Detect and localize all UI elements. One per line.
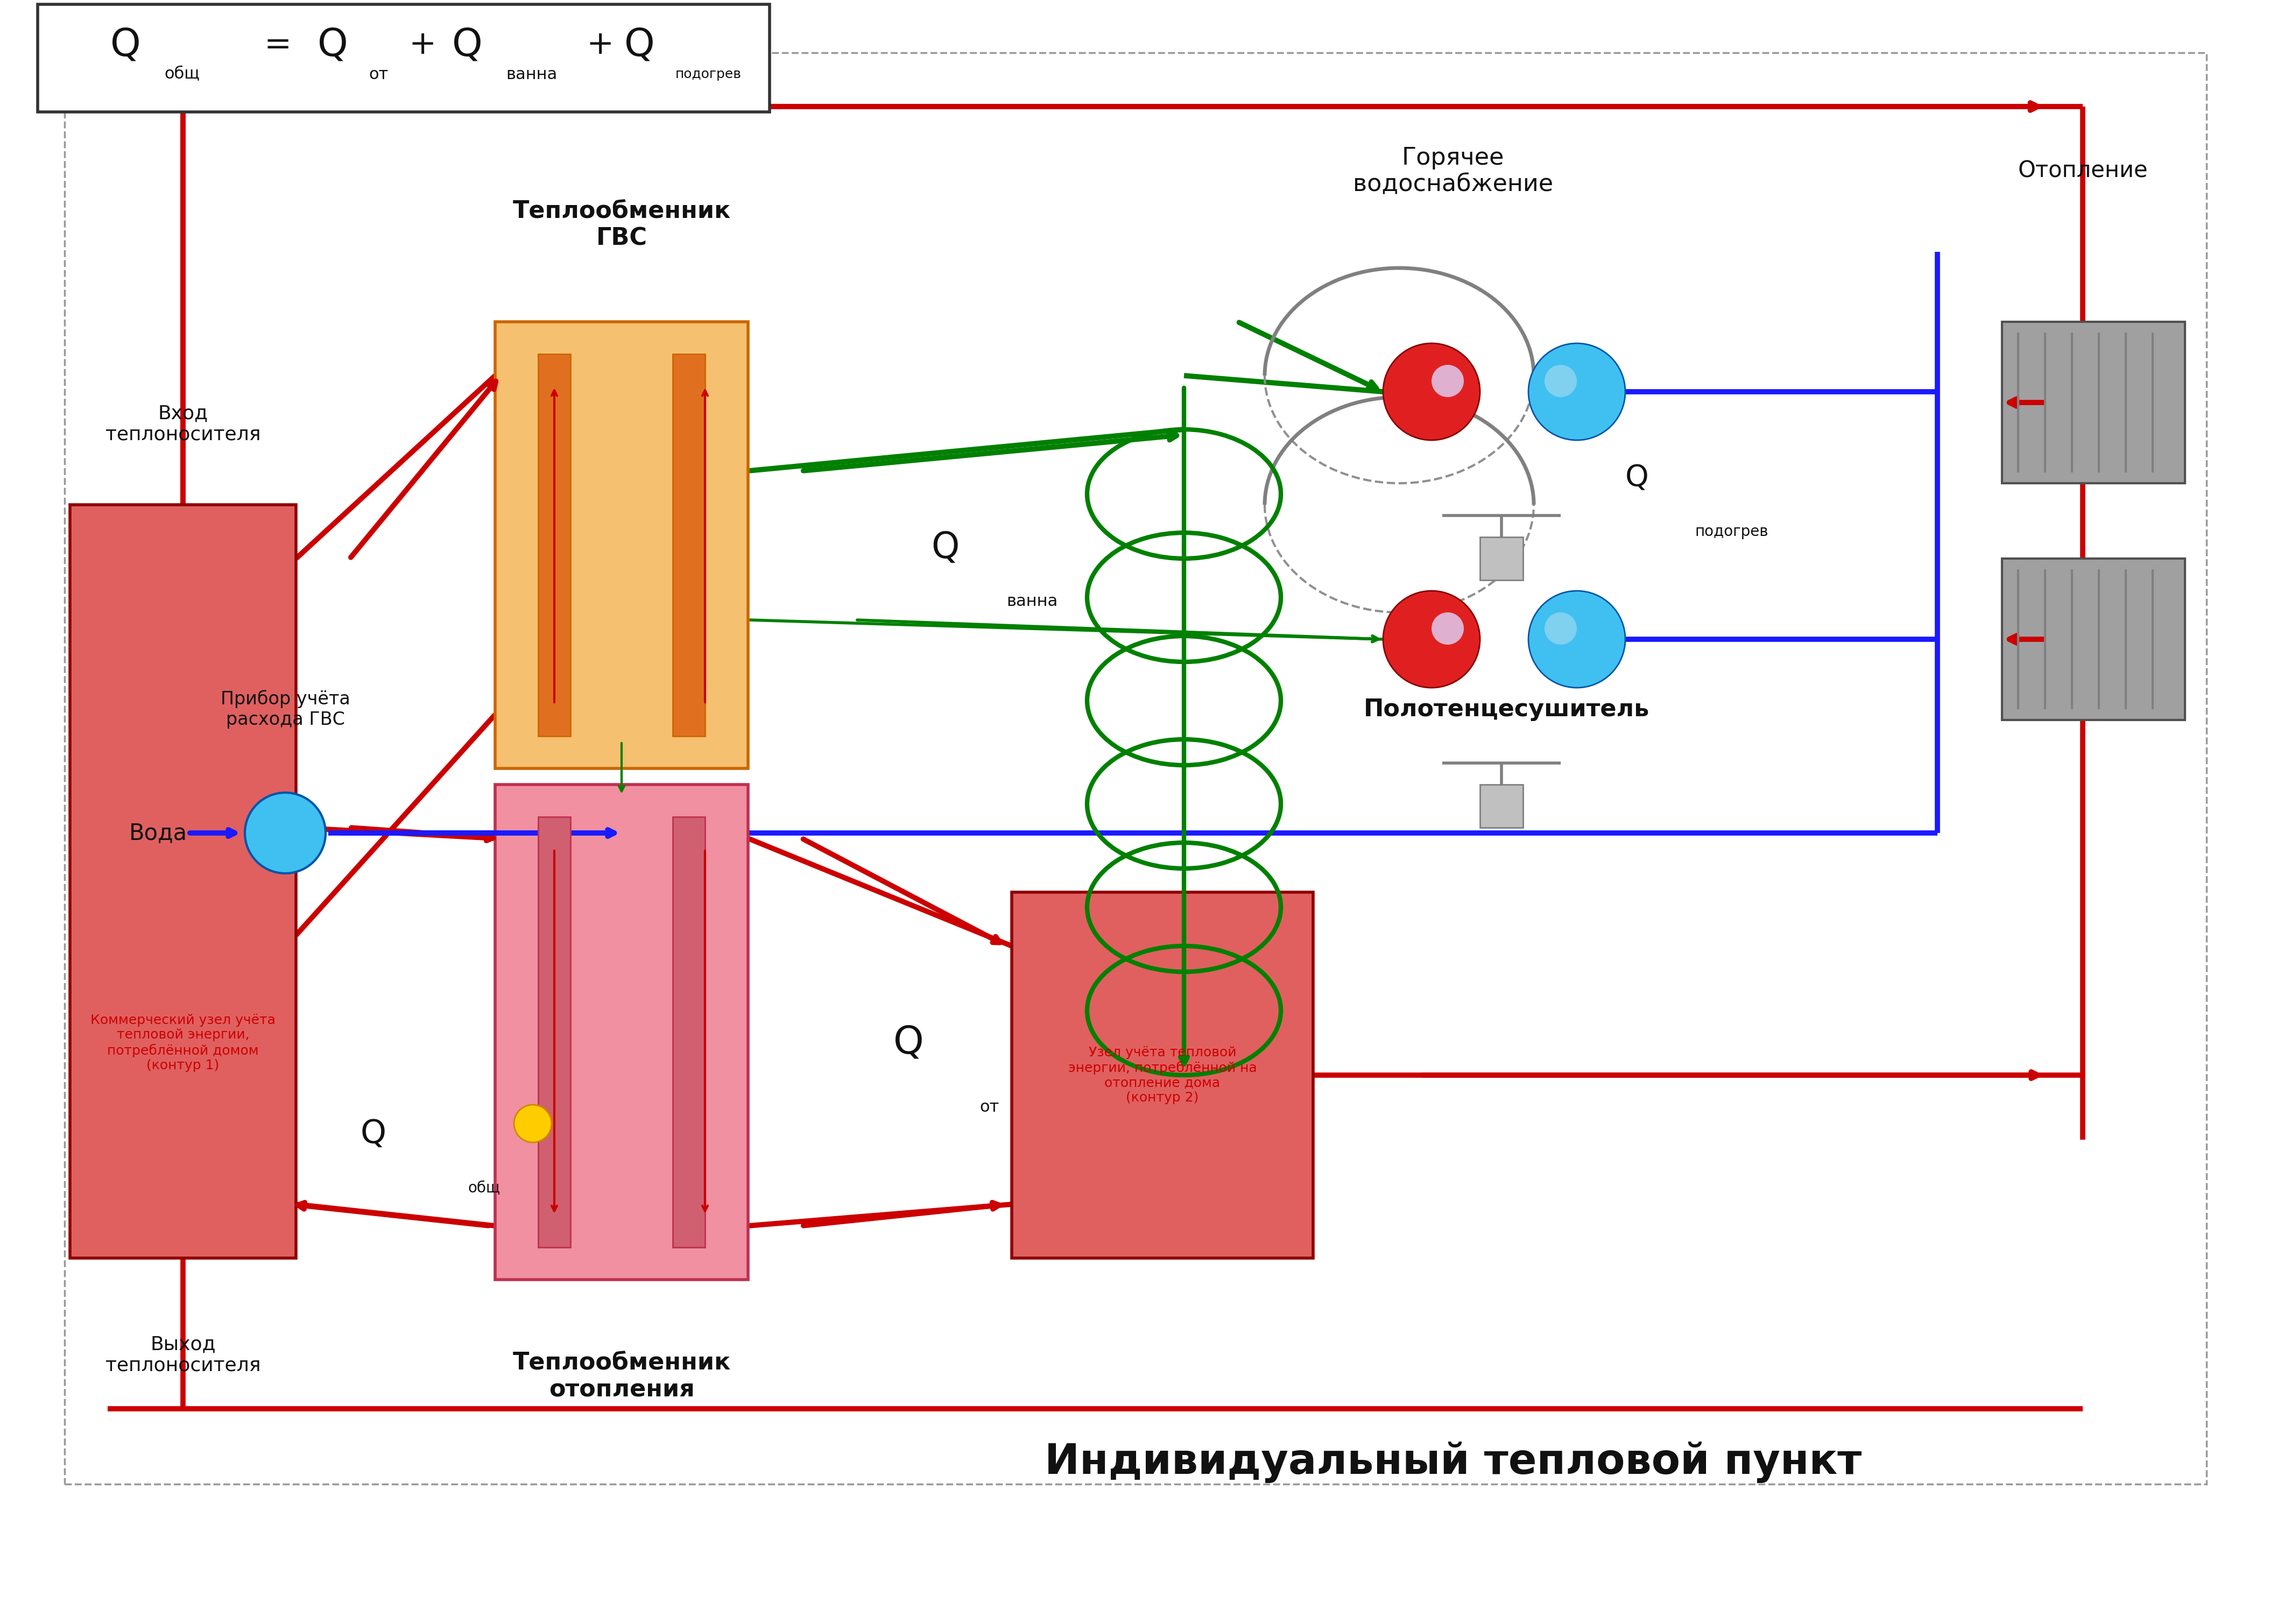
Circle shape [245,793,325,874]
Text: Q: Q [894,1025,924,1062]
Text: Q: Q [361,1119,386,1150]
Text: =: = [263,29,291,62]
Bar [672,354,706,736]
Text: Отопление: Отопление [2018,159,2147,182]
Bar [538,354,570,736]
Bar [1012,892,1312,1259]
Circle shape [1544,365,1578,398]
Text: от: от [978,1099,999,1116]
Bar [1480,538,1523,580]
Circle shape [1382,591,1480,687]
Circle shape [1528,591,1625,687]
Text: Теплообменник
отопления: Теплообменник отопления [513,1351,731,1402]
Text: от: от [368,67,388,83]
Text: Q: Q [111,26,141,63]
Text: общ: общ [468,1181,502,1195]
Text: Q: Q [452,26,484,63]
Text: Выход
теплоносителя: Выход теплоносителя [104,1335,261,1374]
Circle shape [513,1104,552,1142]
Bar [1480,784,1523,828]
Text: Горячее
водоснабжение: Горячее водоснабжение [1353,146,1553,197]
Text: Полотенцесушитель: Полотенцесушитель [1364,698,1650,721]
Text: Q: Q [1625,463,1648,492]
Bar [538,817,570,1247]
Bar [2002,322,2186,484]
Text: Прибор учёта
расхода ГВС: Прибор учёта расхода ГВС [220,690,350,729]
Text: Узел учёта тепловой
энергии, потреблённой на
отопление дома
(контур 2): Узел учёта тепловой энергии, потреблённо… [1069,1046,1258,1104]
Text: ванна: ванна [506,67,556,83]
Text: Вода: Вода [129,822,188,844]
Bar [64,52,2206,1484]
Circle shape [1528,343,1625,440]
Bar [495,322,749,768]
Text: подогрев: подогрев [676,68,742,81]
Text: Q: Q [624,26,654,63]
Text: +: + [409,29,436,62]
Bar [672,817,706,1247]
Circle shape [1544,612,1578,645]
Bar [495,784,749,1280]
Bar [2002,559,2186,719]
Text: общ: общ [163,67,200,83]
Text: подогрев: подогрев [1696,525,1768,539]
Text: +: + [586,29,615,62]
Text: ванна: ванна [1006,594,1058,609]
Text: Коммерческий узел учёта
тепловой энергии,
потреблённой домом
(контур 1): Коммерческий узел учёта тепловой энергии… [91,1013,275,1072]
Bar [39,5,770,112]
Circle shape [1432,612,1464,645]
Circle shape [1432,365,1464,398]
Text: Вход
теплоносителя: Вход теплоносителя [104,404,261,443]
Text: Q: Q [318,26,347,63]
Text: Q: Q [931,529,960,565]
Circle shape [1382,343,1480,440]
Bar [70,505,295,1259]
Text: Теплообменник
ГВС: Теплообменник ГВС [513,200,731,250]
Text: Индивидуальный тепловой пункт: Индивидуальный тепловой пункт [1044,1442,1861,1483]
